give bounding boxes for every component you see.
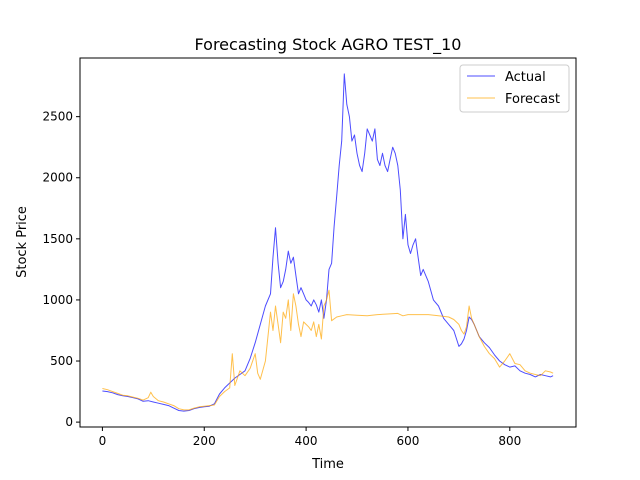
y-tick-label: 0 (65, 415, 73, 429)
x-tick-label: 800 (498, 434, 521, 448)
legend-label-forecast: Forecast (505, 92, 560, 107)
y-tick-label: 2000 (42, 171, 73, 185)
x-axis-label: Time (311, 457, 344, 472)
y-tick-label: 1500 (42, 232, 73, 246)
chart-title: Forecasting Stock AGRO TEST_10 (195, 35, 462, 55)
y-tick-label: 500 (50, 354, 73, 368)
plot-frame (79, 57, 577, 428)
legend: Actual Forecast (459, 64, 570, 113)
legend-label-actual: Actual (505, 70, 546, 85)
x-tick-label: 0 (99, 434, 107, 448)
x-tick-label: 600 (396, 434, 419, 448)
series-line-actual (102, 73, 554, 412)
y-tick-label: 1000 (42, 293, 73, 307)
x-tick-label: 400 (295, 434, 318, 448)
x-tick-label: 200 (193, 434, 216, 448)
legend-box (459, 64, 570, 113)
y-axis-ticks: 0 500 1000 1500 2000 2500 (42, 110, 80, 429)
plot-lines (102, 73, 554, 412)
x-axis-ticks: 0 200 400 600 800 (99, 427, 521, 448)
series-line-forecast (102, 289, 554, 411)
y-axis-label: Stock Price (15, 206, 30, 278)
y-tick-label: 2500 (42, 110, 73, 124)
